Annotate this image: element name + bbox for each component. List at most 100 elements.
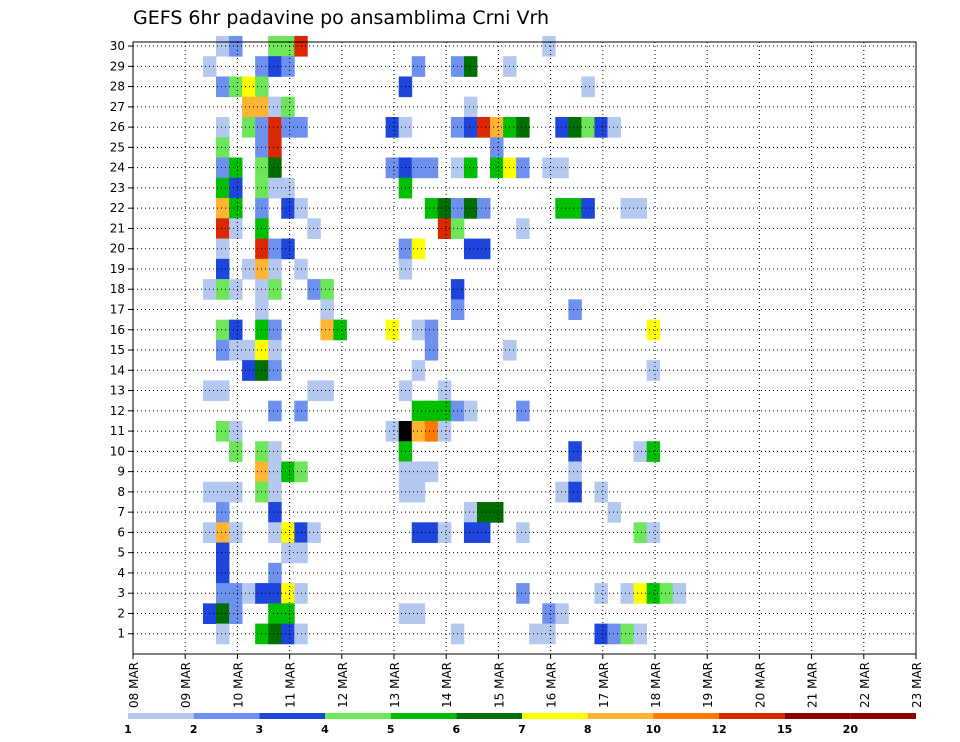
heatmap-cell xyxy=(281,603,295,625)
heatmap-cell xyxy=(516,116,530,138)
y-tick-label: 16 xyxy=(110,323,125,337)
x-tick-label: 15 MAR xyxy=(492,662,506,708)
heatmap-cell xyxy=(268,400,282,422)
heatmap-cell xyxy=(216,218,230,239)
y-tick-label: 23 xyxy=(110,181,125,195)
heatmap-cell xyxy=(659,583,674,604)
heatmap-cell xyxy=(437,400,452,422)
heatmap-cell xyxy=(281,96,295,118)
y-tick-label: 12 xyxy=(110,404,125,418)
heatmap-cell xyxy=(385,319,400,341)
heatmap-cell xyxy=(216,258,230,280)
heatmap-cell xyxy=(242,96,256,118)
heatmap-cell xyxy=(229,35,243,57)
heatmap-cell xyxy=(437,218,452,239)
heatmap-cell xyxy=(307,380,321,402)
heatmap-cell xyxy=(268,279,282,300)
heatmap-cell xyxy=(411,56,426,77)
x-tick-label: 10 MAR xyxy=(231,662,245,708)
legend-swatch xyxy=(128,713,194,719)
heatmap-cell xyxy=(633,583,648,604)
heatmap-cell xyxy=(307,218,321,239)
heatmap-cell xyxy=(229,76,243,98)
y-tick-label: 25 xyxy=(110,140,125,154)
heatmap-cell xyxy=(463,198,478,219)
heatmap-cell xyxy=(320,299,334,321)
heatmap-cell xyxy=(281,583,295,604)
heatmap-cell xyxy=(516,522,530,543)
y-tick-label: 11 xyxy=(110,424,125,438)
legend-swatch xyxy=(193,713,260,719)
x-axis: 08 MAR 09 MAR 10 MAR 11 MAR 12 MAR 13 MAR 14 M… xyxy=(127,654,924,708)
heatmap-cell xyxy=(268,319,282,341)
heatmap-cell xyxy=(216,238,230,260)
chart-title: GEFS 6hr padavine po ansamblima Crni Vrh xyxy=(133,7,549,29)
heatmap-cell xyxy=(268,177,282,199)
heatmap-cell xyxy=(516,583,530,604)
heatmap-cell xyxy=(216,623,230,645)
heatmap-cell xyxy=(568,198,582,219)
legend-swatch xyxy=(719,713,785,719)
legend-swatch xyxy=(325,713,391,719)
heatmap-cell xyxy=(411,481,426,503)
heatmap-cell xyxy=(333,319,347,341)
legend-label: 5 xyxy=(387,723,395,736)
heatmap-cell xyxy=(424,157,439,179)
heatmap-cell xyxy=(268,603,282,625)
y-tick-label: 1 xyxy=(117,627,125,641)
heatmap-cell xyxy=(542,35,556,57)
heatmap-cell xyxy=(411,603,426,625)
y-tick-label: 7 xyxy=(117,505,125,519)
legend-swatch xyxy=(456,713,522,719)
heatmap-cell xyxy=(268,137,282,158)
x-tick-label: 23 MAR xyxy=(910,662,924,708)
heatmap-cell xyxy=(320,380,334,402)
heatmap-cell xyxy=(477,238,491,260)
heatmap-cell xyxy=(229,157,243,179)
heatmap-cell xyxy=(281,198,295,219)
heatmap-cell xyxy=(216,157,230,179)
heatmap-cell xyxy=(216,279,230,300)
heatmap-cell xyxy=(307,279,321,300)
heatmap-cell xyxy=(555,603,569,625)
heatmap-cell xyxy=(490,502,504,523)
heatmap-cell xyxy=(437,420,452,442)
heatmap-cell xyxy=(229,583,243,604)
heatmap-cell xyxy=(229,522,243,543)
heatmap-cell xyxy=(242,360,256,381)
heatmap-cell xyxy=(268,461,282,483)
heatmap-cell xyxy=(568,299,582,321)
y-tick-label: 29 xyxy=(110,59,125,73)
x-tick-label: 13 MAR xyxy=(388,662,402,708)
heatmap-cell xyxy=(281,177,295,199)
x-tick-label: 11 MAR xyxy=(284,662,298,708)
y-tick-label: 14 xyxy=(110,363,125,377)
heatmap-cell xyxy=(463,96,478,118)
x-tick-label: 19 MAR xyxy=(701,662,715,708)
heatmap-cell xyxy=(281,56,295,77)
legend-swatch xyxy=(587,713,654,719)
heatmap-cell xyxy=(424,319,439,341)
heatmap-cell xyxy=(268,238,282,260)
heatmap-cell xyxy=(568,481,582,503)
legend-label: 4 xyxy=(321,723,329,736)
heatmap-cell xyxy=(229,420,243,442)
heatmap-cell xyxy=(542,157,556,179)
heatmap-cell xyxy=(568,441,582,462)
heatmap-cell xyxy=(555,116,569,138)
x-tick-label: 09 MAR xyxy=(179,662,193,708)
heatmap-cell xyxy=(490,157,504,179)
heatmap-cell xyxy=(242,339,256,361)
x-tick-label: 12 MAR xyxy=(336,662,350,708)
heatmap-cell xyxy=(542,623,556,645)
x-tick-label: 21 MAR xyxy=(806,662,820,708)
heatmap-cell xyxy=(216,542,230,564)
heatmap-cell xyxy=(242,258,256,280)
y-tick-label: 27 xyxy=(110,100,125,114)
y-tick-label: 21 xyxy=(110,221,125,235)
heatmap-cell xyxy=(268,157,282,179)
heatmap-cell xyxy=(672,583,687,604)
heatmap-cell xyxy=(268,116,282,138)
heatmap-cell xyxy=(581,76,595,98)
heatmap-cell xyxy=(242,116,256,138)
